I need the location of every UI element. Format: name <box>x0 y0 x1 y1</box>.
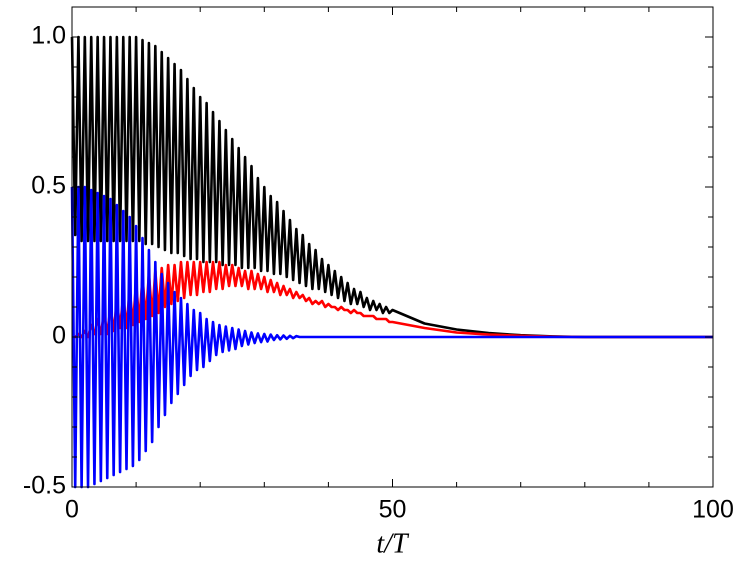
x-tick-label: 0 <box>65 496 79 524</box>
y-tick-label: 0 <box>52 322 66 350</box>
x-tick-label: 50 <box>379 496 407 524</box>
y-tick-label: 1.0 <box>31 22 66 50</box>
y-tick-label: 0.5 <box>31 172 66 200</box>
line-series <box>70 185 713 489</box>
y-tick-label: -0.5 <box>23 472 66 500</box>
x-tick-label: 100 <box>692 496 734 524</box>
x-axis-label: t/T <box>376 528 410 559</box>
line-series <box>70 35 713 339</box>
